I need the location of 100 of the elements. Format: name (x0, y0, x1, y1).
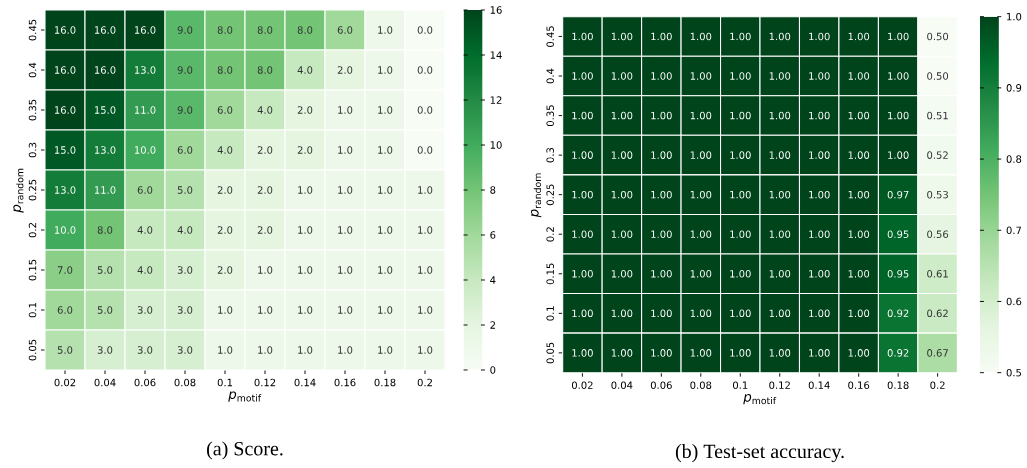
x-tick-label: 0.12 (769, 381, 790, 389)
data-label: 1.00 (651, 349, 672, 357)
text: (a) Score. (207, 441, 283, 460)
data-label: 4.0 (137, 266, 153, 274)
data-label: 1.00 (572, 190, 593, 199)
text: (b) Test-set accuracy. (675, 444, 844, 463)
data-label: 1.00 (809, 32, 830, 41)
data-label: 1.00 (769, 230, 791, 239)
data-label: 9.0 (177, 26, 193, 34)
data-label: 1.0 (378, 266, 393, 274)
data-label: 1.00 (809, 151, 830, 159)
data-label: 0.97 (887, 190, 909, 199)
data-label: 1.00 (888, 111, 909, 120)
data-label: 16.0 (54, 106, 76, 114)
data-label: 1.0 (298, 346, 313, 354)
data-label: 1.00 (848, 151, 870, 159)
data-label: 16.0 (54, 26, 76, 34)
x-tick-label: 0.14 (808, 381, 830, 389)
data-label: 1.00 (651, 111, 672, 120)
data-label: 1.00 (572, 111, 593, 120)
color-bar-label: 0.7 (1006, 226, 1022, 235)
data-label: 1.00 (690, 230, 712, 239)
data-label: 2.0 (337, 66, 353, 74)
data-label: 1.0 (258, 306, 273, 314)
data-label: 1.00 (572, 309, 593, 318)
data-label: 1.00 (572, 349, 593, 357)
data-label: 1.0 (338, 146, 353, 154)
data-label: 2.0 (217, 186, 233, 194)
data-label: 1.0 (258, 266, 273, 274)
data-label: 1.00 (651, 230, 672, 239)
data-label: 3.0 (97, 346, 113, 354)
x-tick-label: 0.08 (690, 381, 712, 389)
data-label: 0.56 (927, 230, 949, 239)
data-label: 0.50 (927, 72, 949, 80)
y-tick-label: 0.45 (28, 19, 37, 41)
data-label: 1.00 (809, 230, 830, 239)
color-bar-label: 0.9 (1006, 84, 1022, 92)
data-label: 1.00 (888, 151, 909, 159)
data-label: 1.00 (611, 230, 633, 239)
data-label: 1.00 (651, 270, 672, 278)
data-label: 1.00 (730, 230, 751, 239)
data-label: 1.00 (651, 151, 672, 159)
data-label: 1.00 (690, 349, 712, 357)
data-label: 1.0 (418, 226, 433, 234)
data-label: 1.0 (378, 226, 393, 234)
y-tick-label: 0.35 (546, 105, 554, 127)
data-label: 0.92 (887, 349, 909, 357)
data-label: 16.0 (94, 66, 116, 74)
data-label: 0.67 (927, 349, 948, 357)
color-bar-label: 0 (490, 366, 496, 374)
data-label: 1.0 (298, 266, 313, 274)
data-label: 2.0 (257, 186, 273, 194)
color-bar-label: 0.5 (1006, 368, 1021, 377)
data-label: 1.00 (809, 349, 830, 357)
data-label: 1.00 (769, 309, 791, 318)
x-tick-label: 0.14 (294, 378, 316, 387)
data-label: 1.00 (848, 32, 870, 41)
data-label: 6.0 (217, 106, 233, 114)
data-label: 13.0 (134, 66, 156, 74)
data-label: 1.0 (418, 186, 433, 194)
y-tick-label: 0.4 (28, 62, 37, 78)
data-label: 1.0 (338, 226, 353, 234)
data-label: 1.00 (690, 190, 712, 199)
data-label: 5.0 (97, 306, 113, 314)
data-label: 1.00 (769, 349, 791, 357)
color-bar-label: 14 (490, 51, 502, 59)
data-label: 1.00 (611, 72, 633, 80)
color-bar-label: 12 (490, 96, 502, 104)
data-label: 1.00 (572, 151, 593, 159)
y-tick-label: 0.05 (546, 342, 554, 364)
x-tick-label: 0.1 (217, 378, 233, 387)
color-bar-label: 2 (490, 321, 495, 329)
x-axis-title: p$_{motif}$ (743, 394, 777, 405)
x-tick-label: 0.16 (334, 378, 356, 387)
data-label: 3.0 (177, 306, 193, 314)
data-label: 7.0 (57, 266, 73, 274)
data-label: 1.0 (298, 306, 313, 314)
data-label: 2.0 (257, 146, 273, 154)
data-label: 0.95 (887, 270, 909, 278)
y-tick-label: 0.3 (546, 147, 554, 163)
data-label: 1.00 (809, 270, 830, 278)
data-label: 1.00 (730, 32, 751, 41)
data-label: 1.0 (378, 346, 393, 354)
data-label: 1.00 (848, 270, 870, 278)
data-label: 1.00 (809, 309, 830, 318)
data-label: 0.92 (887, 309, 909, 318)
y-tick-label: 0.15 (546, 263, 554, 285)
data-label: 1.00 (730, 111, 751, 120)
y-tick-label: 0.15 (28, 259, 37, 281)
data-label: 1.00 (690, 32, 712, 41)
data-label: 16.0 (94, 26, 116, 34)
data-label: 8.0 (217, 26, 233, 34)
data-label: 1.0 (418, 266, 433, 274)
data-label: 1.00 (611, 111, 633, 120)
data-label: 1.0 (218, 306, 233, 314)
data-label: 4.0 (297, 66, 313, 74)
data-label: 1.00 (848, 190, 870, 199)
data-label: 1.0 (218, 346, 233, 354)
data-label: 1.00 (769, 72, 791, 80)
data-label: 4.0 (177, 226, 193, 234)
